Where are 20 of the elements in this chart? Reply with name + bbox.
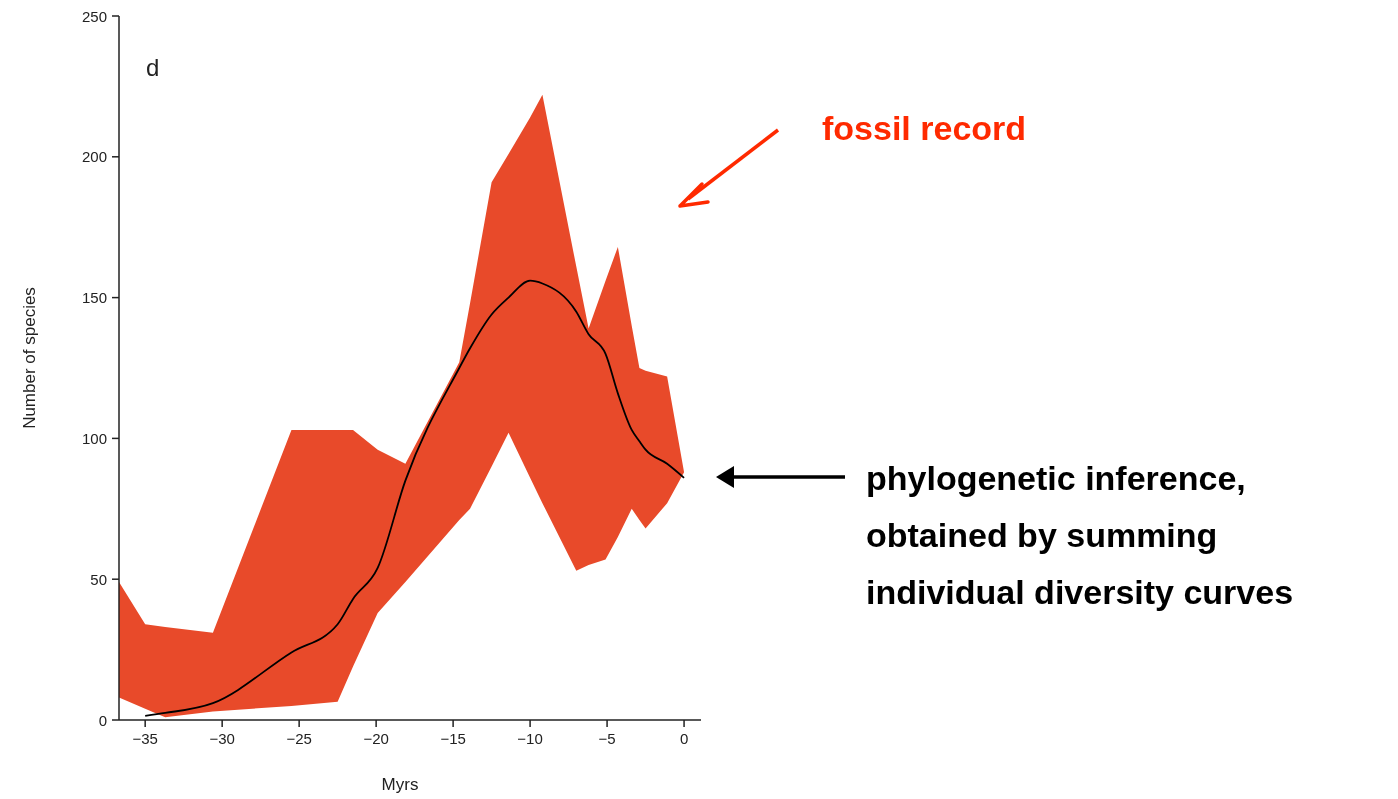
- annotation: d: [146, 54, 160, 81]
- y-tick-label: 150: [81, 289, 107, 307]
- x-tick-label: −25: [286, 730, 312, 747]
- y-tick-label: 0: [98, 711, 107, 729]
- y-tick-label: 50: [90, 570, 107, 588]
- text: fossil record: [822, 109, 1027, 147]
- x-tick-label: −20: [363, 730, 389, 747]
- x-tick-label: −30: [209, 730, 235, 747]
- x-tick-label: −15: [440, 730, 466, 747]
- x-tick-label: −35: [132, 730, 158, 747]
- x-axis-title: Myrs: [381, 775, 419, 794]
- y-axis-title: Number of species: [20, 287, 39, 429]
- line-series: [144, 279, 685, 717]
- x-tick-label: −5: [598, 730, 616, 747]
- text: phylogenetic inference, obtained by summing individual diversity curves: [866, 459, 1294, 611]
- y-tick-label: 250: [81, 7, 107, 25]
- x-tick-label: 0: [679, 730, 689, 747]
- y-tick-label: 100: [81, 429, 107, 447]
- y-tick-label: 200: [81, 148, 107, 166]
- x-tick-label: −10: [517, 730, 543, 747]
